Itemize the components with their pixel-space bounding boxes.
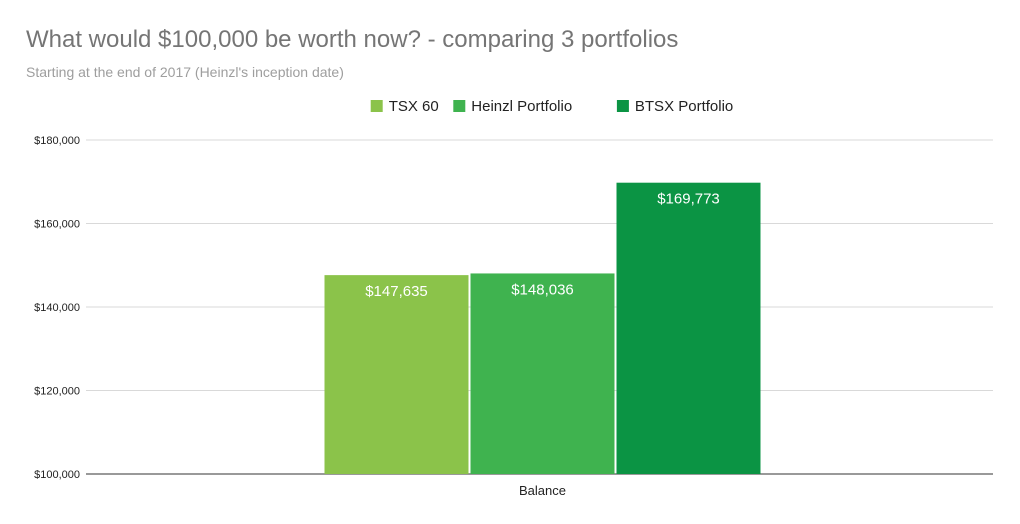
bar bbox=[616, 182, 761, 474]
y-tick-label: $140,000 bbox=[34, 302, 80, 314]
data-label: $148,036 bbox=[511, 281, 574, 298]
bar bbox=[324, 275, 469, 474]
data-label: $169,773 bbox=[657, 191, 720, 208]
legend-swatch bbox=[370, 100, 383, 112]
y-tick-label: $120,000 bbox=[34, 386, 80, 398]
legend-label: BTSX Portfolio bbox=[635, 98, 733, 115]
x-tick-label: Balance bbox=[519, 483, 566, 498]
legend-swatch bbox=[616, 100, 629, 112]
chart-title: What would $100,000 be worth now? - comp… bbox=[26, 26, 679, 53]
data-label: $147,635 bbox=[365, 283, 428, 300]
chart-subtitle: Starting at the end of 2017 (Heinzl's in… bbox=[26, 64, 344, 80]
y-tick-label: $160,000 bbox=[34, 219, 80, 231]
legend-label: Heinzl Portfolio bbox=[471, 98, 572, 115]
legend-label: TSX 60 bbox=[389, 98, 439, 115]
y-tick-label: $100,000 bbox=[34, 469, 80, 481]
y-tick-label: $180,000 bbox=[34, 135, 80, 147]
bar bbox=[470, 273, 615, 474]
legend-swatch bbox=[453, 100, 466, 112]
